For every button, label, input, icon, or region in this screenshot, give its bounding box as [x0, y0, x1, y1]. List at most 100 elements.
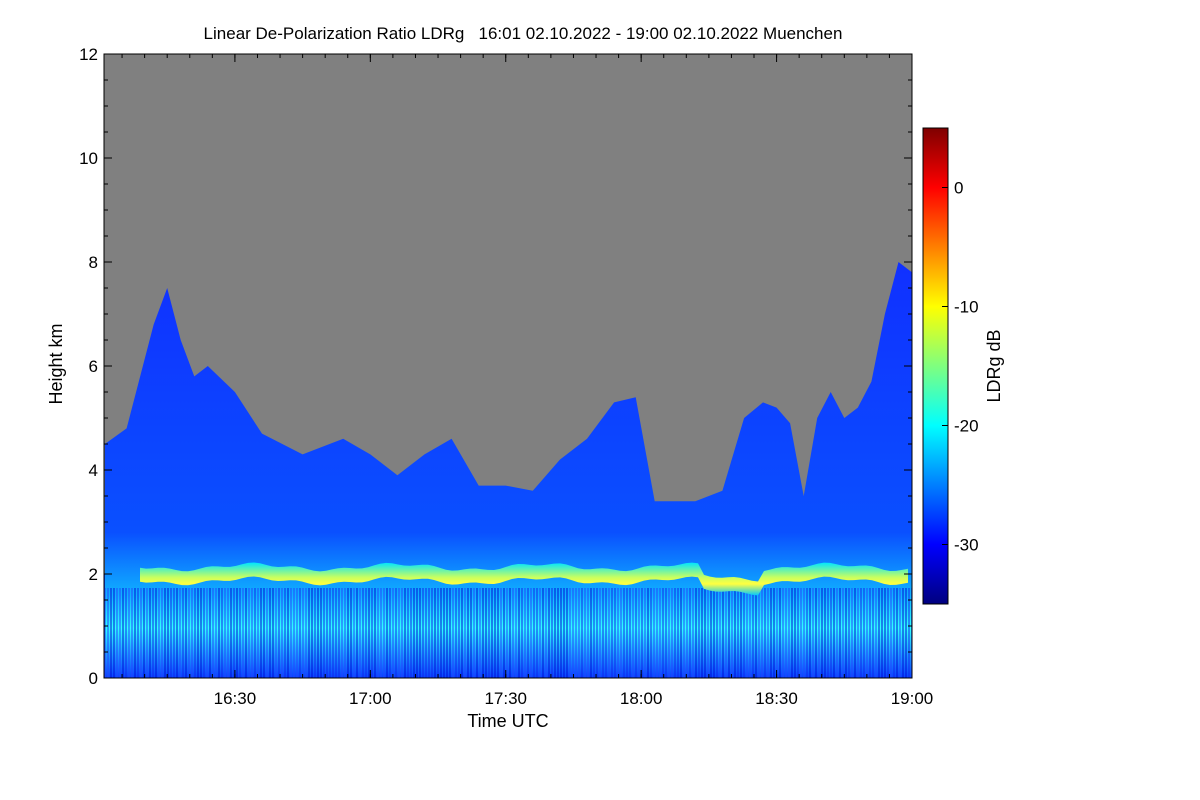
streak — [800, 588, 802, 678]
streak — [242, 588, 244, 678]
streak — [713, 588, 715, 678]
streak — [638, 588, 640, 678]
streak — [542, 588, 544, 678]
streak — [653, 588, 655, 678]
streak — [527, 588, 529, 678]
streak — [860, 588, 862, 678]
streak — [833, 588, 835, 678]
streak — [512, 588, 514, 678]
streak — [815, 588, 817, 678]
streak — [389, 588, 391, 678]
colorbar-ticks: 0 -10 -20 -30 — [942, 179, 979, 555]
streak — [614, 588, 616, 678]
streak — [134, 588, 136, 678]
streak — [302, 588, 304, 678]
streak — [461, 588, 463, 678]
streak — [704, 588, 706, 678]
streak — [707, 588, 709, 678]
streak — [842, 588, 844, 678]
streak — [668, 588, 670, 678]
streak — [479, 588, 481, 678]
streak — [569, 588, 571, 678]
streak — [350, 588, 352, 678]
streak — [497, 588, 499, 678]
streak — [116, 588, 118, 678]
streak — [383, 588, 385, 678]
streak — [380, 588, 382, 678]
streak — [251, 588, 253, 678]
streak — [434, 588, 436, 678]
streak — [269, 588, 271, 678]
streak — [881, 588, 883, 678]
streak — [806, 588, 808, 678]
streak — [869, 588, 871, 678]
streak — [473, 588, 475, 678]
colorbar-label: LDRg dB — [984, 329, 1004, 402]
streak — [305, 588, 307, 678]
streak — [758, 588, 760, 678]
streak — [818, 588, 820, 678]
streak — [554, 588, 556, 678]
streak — [110, 588, 112, 678]
streak — [149, 588, 151, 678]
streak — [602, 588, 604, 678]
streak — [743, 588, 745, 678]
streak — [893, 588, 895, 678]
streak — [398, 588, 400, 678]
y-tick-label: 2 — [89, 565, 98, 584]
streak — [188, 588, 190, 678]
streak — [446, 588, 448, 678]
streak — [491, 588, 493, 678]
streak — [737, 588, 739, 678]
y-tick-label: 0 — [89, 669, 98, 688]
streak — [104, 588, 106, 678]
streak — [194, 588, 196, 678]
streak — [866, 588, 868, 678]
streak — [332, 588, 334, 678]
streak — [464, 588, 466, 678]
streak — [296, 588, 298, 678]
chart-title: Linear De-Polarization Ratio LDRg 16:01 … — [204, 24, 843, 43]
streak — [785, 588, 787, 678]
streak — [224, 588, 226, 678]
streak — [731, 588, 733, 678]
streak — [662, 588, 664, 678]
streak — [725, 588, 727, 678]
streak — [122, 588, 124, 678]
streak — [182, 588, 184, 678]
streak — [695, 588, 697, 678]
streak — [458, 588, 460, 678]
streak — [641, 588, 643, 678]
streak — [722, 588, 724, 678]
streak — [368, 588, 370, 678]
streak — [644, 588, 646, 678]
streak — [500, 588, 502, 678]
streak — [314, 588, 316, 678]
streak — [359, 588, 361, 678]
streak — [407, 588, 409, 678]
streak — [128, 588, 130, 678]
streak — [419, 588, 421, 678]
streak — [395, 588, 397, 678]
streak — [236, 588, 238, 678]
streak — [611, 588, 613, 678]
streak — [854, 588, 856, 678]
streak — [821, 588, 823, 678]
streak — [200, 588, 202, 678]
streak — [215, 588, 217, 678]
streak — [524, 588, 526, 678]
streak — [518, 588, 520, 678]
streak — [545, 588, 547, 678]
streak — [908, 588, 910, 678]
streak — [455, 588, 457, 678]
streak — [272, 588, 274, 678]
streak — [719, 588, 721, 678]
streak — [218, 588, 220, 678]
streak — [539, 588, 541, 678]
streak — [578, 588, 580, 678]
streak — [533, 588, 535, 678]
streak — [587, 588, 589, 678]
streak — [674, 588, 676, 678]
streak — [440, 588, 442, 678]
streak — [323, 588, 325, 678]
